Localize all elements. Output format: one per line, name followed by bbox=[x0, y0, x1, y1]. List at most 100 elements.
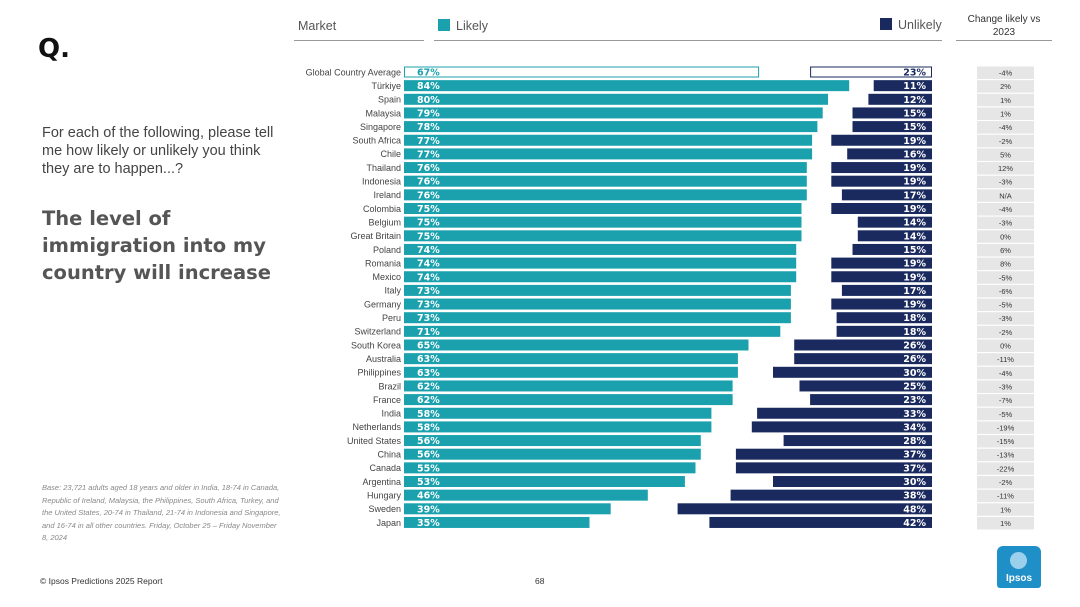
unlikely-value-label: 19% bbox=[903, 259, 926, 270]
likely-value-label: 75% bbox=[417, 204, 440, 215]
likely-value-label: 39% bbox=[417, 504, 440, 515]
market-header: Market bbox=[298, 19, 337, 33]
likely-bar bbox=[404, 476, 685, 487]
likely-bar bbox=[404, 407, 712, 419]
likely-bar bbox=[404, 394, 733, 406]
change-cell bbox=[977, 148, 1034, 161]
market-header-underline bbox=[294, 40, 424, 41]
category-label: Singapore bbox=[360, 122, 401, 132]
likely-value-label: 74% bbox=[417, 259, 440, 270]
unlikely-bar bbox=[751, 421, 932, 433]
unlikely-bar bbox=[831, 298, 932, 310]
likely-bar bbox=[404, 298, 791, 310]
unlikely-value-label: 19% bbox=[903, 300, 926, 311]
likely-value-label: 73% bbox=[417, 313, 440, 324]
unlikely-bar bbox=[836, 312, 932, 324]
change-cell bbox=[977, 121, 1034, 134]
change-value-label: 8% bbox=[1000, 260, 1011, 269]
unlikely-bar bbox=[831, 134, 932, 146]
unlikely-value-label: 19% bbox=[903, 177, 926, 188]
change-cell bbox=[977, 516, 1034, 530]
change-cell bbox=[977, 407, 1034, 421]
unlikely-value-label: 18% bbox=[903, 313, 926, 324]
legend-underline bbox=[434, 40, 942, 41]
change-cell bbox=[977, 107, 1034, 120]
unlikely-bar bbox=[857, 216, 932, 228]
change-value-label: -4% bbox=[999, 123, 1013, 132]
category-label: South Korea bbox=[351, 340, 401, 350]
likely-value-label: 74% bbox=[417, 245, 440, 256]
change-value-label: 6% bbox=[1000, 246, 1011, 255]
change-cell bbox=[977, 175, 1034, 189]
likely-bar bbox=[404, 366, 738, 378]
category-label: Japan bbox=[376, 518, 401, 528]
unlikely-bar bbox=[836, 325, 932, 337]
category-label: India bbox=[381, 409, 401, 419]
unlikely-bar bbox=[841, 189, 932, 201]
change-value-label: 1% bbox=[1000, 519, 1011, 528]
change-value-label: -4% bbox=[999, 205, 1013, 214]
question-text: For each of the following, please tell m… bbox=[42, 125, 274, 177]
unlikely-bar bbox=[677, 503, 932, 515]
likely-value-label: 35% bbox=[417, 518, 440, 529]
category-label: Canada bbox=[369, 463, 401, 473]
likely-value-label: 53% bbox=[417, 477, 440, 488]
change-value-label: -15% bbox=[997, 437, 1015, 446]
category-label: France bbox=[373, 395, 401, 405]
unlikely-bar bbox=[794, 339, 932, 351]
likely-value-label: 79% bbox=[417, 108, 440, 119]
logo-figure-icon bbox=[1010, 552, 1027, 569]
change-value-label: 1% bbox=[1000, 505, 1011, 514]
change-cell bbox=[977, 503, 1034, 516]
unlikely-value-label: 16% bbox=[903, 149, 926, 160]
change-cell bbox=[977, 298, 1034, 312]
category-label: Sweden bbox=[368, 504, 401, 514]
likely-bar bbox=[404, 80, 850, 92]
change-cell bbox=[977, 489, 1034, 503]
unlikely-bar bbox=[831, 257, 932, 269]
category-label: Colombia bbox=[363, 204, 401, 214]
likely-bar bbox=[404, 243, 797, 255]
unlikely-bar bbox=[852, 121, 932, 133]
likely-value-label: 63% bbox=[417, 368, 440, 379]
likely-value-label: 46% bbox=[417, 491, 440, 502]
unlikely-legend-label: Unlikely bbox=[898, 18, 942, 32]
likely-bar bbox=[404, 516, 590, 528]
page-number: 68 bbox=[535, 576, 545, 586]
unlikely-bar bbox=[831, 203, 932, 214]
likely-value-label: 62% bbox=[417, 381, 440, 392]
likely-bar bbox=[404, 203, 802, 214]
unlikely-value-label: 19% bbox=[903, 272, 926, 283]
likely-bar bbox=[404, 325, 781, 337]
unlikely-value-label: 14% bbox=[903, 218, 926, 229]
category-label: Türkiye bbox=[371, 81, 401, 91]
likely-value-label: 78% bbox=[417, 122, 440, 133]
likely-value-label: 58% bbox=[417, 409, 440, 420]
likely-bar bbox=[404, 435, 701, 447]
unlikely-value-label: 18% bbox=[903, 327, 926, 338]
category-label: Global Country Average bbox=[306, 67, 401, 77]
change-value-label: -5% bbox=[999, 301, 1013, 310]
unlikely-bar bbox=[847, 148, 932, 160]
unlikely-bar bbox=[868, 93, 932, 105]
likely-bar bbox=[404, 503, 611, 515]
unlikely-value-label: 15% bbox=[903, 122, 926, 133]
unlikely-bar bbox=[810, 66, 932, 78]
change-cell bbox=[977, 366, 1034, 380]
category-label: Ireland bbox=[373, 190, 401, 200]
likely-bar bbox=[404, 162, 807, 174]
change-cell bbox=[977, 476, 1034, 489]
base-note: Base: 23,721 adults aged 18 years and ol… bbox=[42, 483, 281, 542]
likely-bar bbox=[404, 93, 828, 105]
category-label: Italy bbox=[384, 286, 401, 296]
change-value-label: -3% bbox=[999, 178, 1013, 187]
change-cell bbox=[977, 189, 1034, 202]
change-cell bbox=[977, 257, 1034, 271]
likely-bar bbox=[404, 107, 823, 119]
change-header-underline bbox=[956, 40, 1052, 41]
unlikely-bar bbox=[735, 448, 932, 460]
unlikely-value-label: 23% bbox=[903, 395, 926, 406]
change-cell bbox=[977, 380, 1034, 393]
change-cell bbox=[977, 80, 1034, 93]
unlikely-value-label: 15% bbox=[903, 245, 926, 256]
